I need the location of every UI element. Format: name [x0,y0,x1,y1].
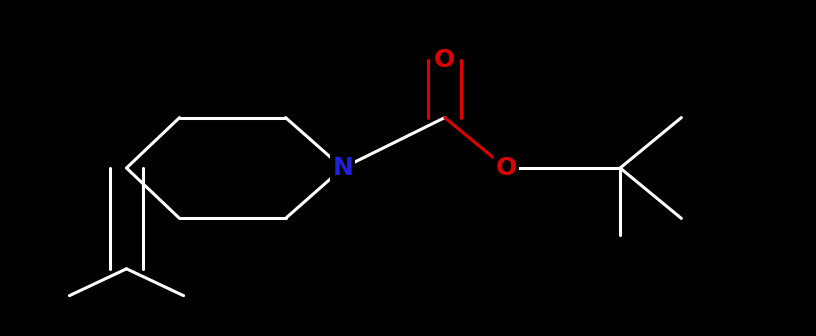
Text: O: O [495,156,517,180]
Text: O: O [434,48,455,73]
Text: N: N [332,156,353,180]
